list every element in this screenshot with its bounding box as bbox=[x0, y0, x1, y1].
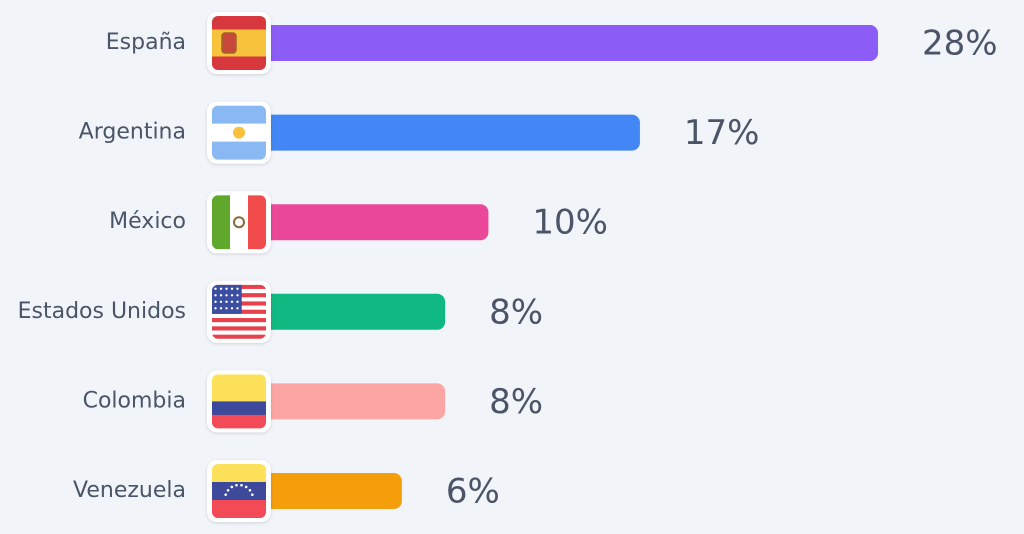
flag-star bbox=[219, 287, 223, 290]
flag-body bbox=[212, 16, 266, 70]
flag-body bbox=[212, 464, 266, 518]
flag-stripe bbox=[212, 374, 266, 402]
flag-star bbox=[230, 294, 234, 297]
flag-star bbox=[230, 287, 234, 290]
flag-star bbox=[214, 300, 217, 303]
flag-star bbox=[251, 493, 254, 496]
flag-stripe bbox=[212, 322, 266, 327]
flag bbox=[207, 101, 271, 164]
value-label: 10% bbox=[532, 203, 608, 243]
flag-star bbox=[214, 307, 217, 310]
flag-star bbox=[225, 307, 228, 310]
flag-star bbox=[219, 294, 223, 297]
flag-star bbox=[214, 294, 217, 297]
value-label: 28% bbox=[922, 24, 998, 64]
flag-stripe bbox=[212, 414, 266, 429]
flag-stripe bbox=[212, 330, 266, 335]
flag-star bbox=[224, 493, 227, 496]
flag-star bbox=[225, 287, 228, 290]
flag-stripe bbox=[212, 326, 266, 331]
flag bbox=[207, 280, 271, 343]
flag-body bbox=[212, 284, 266, 339]
flag-stripe bbox=[230, 195, 249, 250]
category-label: Argentina bbox=[79, 120, 186, 145]
category-label: México bbox=[109, 209, 186, 234]
bar bbox=[252, 473, 402, 509]
flag-star bbox=[236, 287, 239, 290]
flag-emblem bbox=[221, 32, 237, 54]
flag-stripe bbox=[248, 195, 266, 250]
flag-emblem bbox=[233, 216, 245, 229]
flag bbox=[207, 12, 271, 74]
category-label: Estados Unidos bbox=[18, 299, 186, 324]
bar bbox=[252, 383, 446, 420]
flag-sun bbox=[233, 126, 245, 139]
flag-star bbox=[235, 483, 238, 487]
flag-stripe bbox=[212, 141, 266, 160]
bar bbox=[252, 293, 446, 330]
flag-star bbox=[248, 488, 252, 492]
bar bbox=[252, 204, 489, 241]
flag-star bbox=[230, 485, 234, 489]
flag-stripe bbox=[212, 29, 266, 57]
flag-stripe bbox=[212, 334, 266, 339]
bar bbox=[252, 25, 878, 61]
flag bbox=[207, 191, 271, 254]
bar bbox=[252, 114, 640, 151]
flag-stripe bbox=[212, 482, 266, 501]
category-label: España bbox=[106, 30, 186, 55]
flag-star bbox=[236, 307, 239, 310]
category-label: Colombia bbox=[83, 388, 186, 413]
flag-stripe bbox=[212, 500, 266, 518]
value-label: 8% bbox=[489, 382, 543, 422]
flag-star bbox=[219, 300, 223, 303]
flag-star bbox=[230, 300, 234, 303]
flag-body bbox=[212, 105, 266, 160]
flag-star bbox=[226, 488, 230, 492]
flag-stripe bbox=[212, 318, 266, 323]
flag-stripe bbox=[212, 16, 266, 30]
flag-star bbox=[214, 287, 217, 290]
flag-star bbox=[236, 294, 239, 297]
flag-body bbox=[212, 195, 266, 250]
flag-star bbox=[230, 307, 234, 310]
value-label: 17% bbox=[684, 113, 760, 153]
category-label: Venezuela bbox=[73, 478, 186, 503]
flag-stripe bbox=[212, 195, 231, 250]
flag bbox=[207, 460, 271, 522]
flag-star bbox=[244, 485, 248, 489]
flag-star bbox=[219, 307, 223, 310]
flag-star bbox=[236, 300, 239, 303]
flag-stripe bbox=[212, 401, 266, 416]
flag-body bbox=[212, 374, 266, 429]
value-label: 8% bbox=[489, 292, 543, 332]
flag-stripe bbox=[212, 464, 266, 483]
flag-star bbox=[225, 294, 228, 297]
value-label: 6% bbox=[446, 472, 500, 512]
flag-stripe bbox=[212, 313, 266, 319]
flag-star bbox=[225, 300, 228, 303]
flag-stripe bbox=[212, 105, 266, 125]
flag-star bbox=[240, 483, 243, 487]
flag bbox=[207, 370, 271, 433]
flag-stripe bbox=[212, 56, 266, 70]
